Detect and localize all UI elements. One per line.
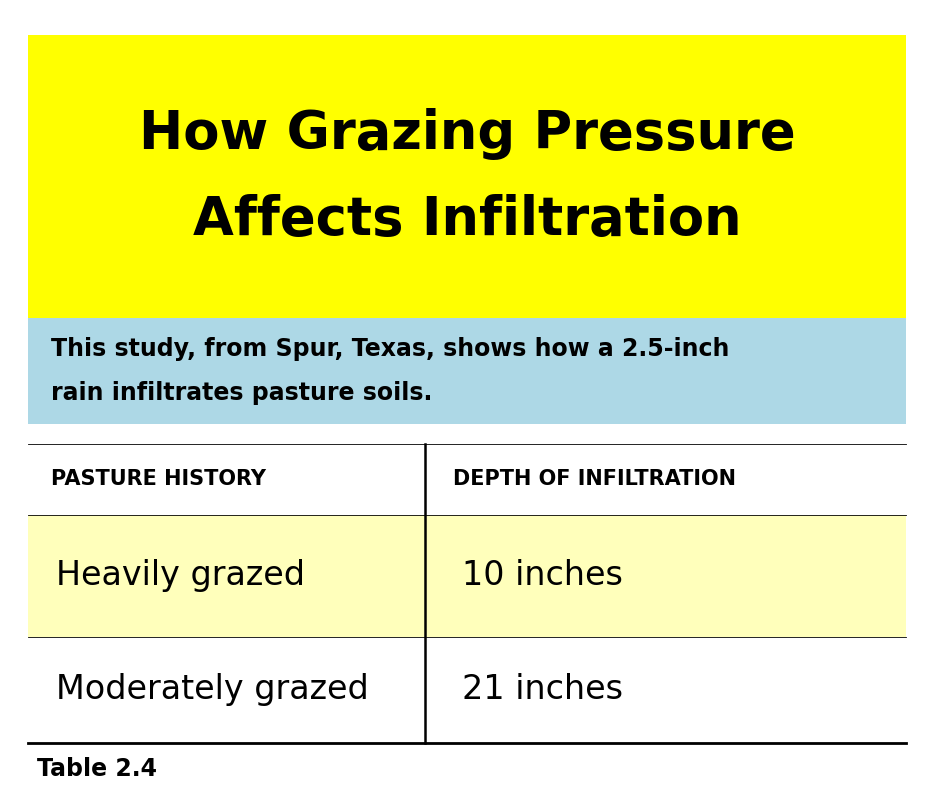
Text: 10 inches: 10 inches xyxy=(462,560,623,592)
Text: How Grazing Pressure: How Grazing Pressure xyxy=(138,108,796,160)
Bar xyxy=(28,444,906,515)
Bar xyxy=(28,515,906,637)
Bar xyxy=(28,35,906,318)
Text: Moderately grazed: Moderately grazed xyxy=(56,674,369,706)
Text: Affects Infiltration: Affects Infiltration xyxy=(192,194,742,246)
Text: PASTURE HISTORY: PASTURE HISTORY xyxy=(51,469,266,490)
Bar xyxy=(28,637,906,743)
Text: rain infiltrates pasture soils.: rain infiltrates pasture soils. xyxy=(51,381,432,406)
Bar xyxy=(28,318,906,424)
Text: This study, from Spur, Texas, shows how a 2.5-inch: This study, from Spur, Texas, shows how … xyxy=(51,337,729,362)
Text: DEPTH OF INFILTRATION: DEPTH OF INFILTRATION xyxy=(453,469,736,490)
Text: Table 2.4: Table 2.4 xyxy=(37,757,157,780)
Text: 21 inches: 21 inches xyxy=(462,674,623,706)
Text: Heavily grazed: Heavily grazed xyxy=(56,560,305,592)
